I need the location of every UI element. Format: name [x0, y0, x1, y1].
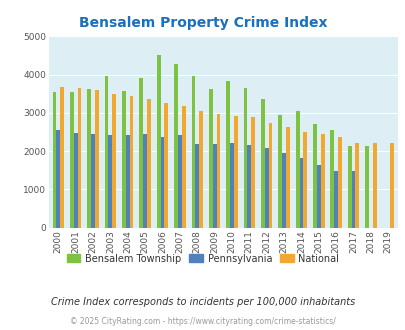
Bar — [364, 146, 368, 228]
Bar — [372, 144, 376, 228]
Bar — [333, 171, 337, 228]
Bar — [143, 134, 147, 228]
Bar — [199, 111, 202, 228]
Bar — [95, 90, 98, 228]
Bar — [247, 146, 251, 228]
Bar — [104, 76, 108, 228]
Bar — [230, 143, 233, 228]
Bar — [195, 144, 199, 228]
Bar — [174, 64, 177, 228]
Bar — [316, 165, 320, 228]
Bar — [264, 148, 268, 228]
Bar — [60, 87, 64, 228]
Bar — [129, 96, 133, 228]
Bar — [295, 111, 299, 228]
Bar — [285, 127, 289, 228]
Bar — [164, 103, 168, 228]
Bar — [122, 91, 126, 228]
Bar — [260, 99, 264, 228]
Bar — [139, 79, 143, 228]
Bar — [233, 116, 237, 228]
Text: Crime Index corresponds to incidents per 100,000 inhabitants: Crime Index corresponds to incidents per… — [51, 297, 354, 307]
Bar — [147, 99, 151, 228]
Bar — [126, 135, 129, 228]
Bar — [268, 123, 272, 228]
Bar — [56, 130, 60, 228]
Bar — [351, 171, 355, 228]
Bar — [156, 55, 160, 228]
Bar — [216, 115, 220, 228]
Bar — [70, 92, 74, 228]
Bar — [243, 87, 247, 228]
Bar — [251, 117, 254, 228]
Bar — [278, 115, 281, 228]
Bar — [181, 106, 185, 228]
Bar — [77, 88, 81, 228]
Bar — [389, 144, 393, 228]
Bar — [87, 89, 91, 228]
Bar — [299, 158, 303, 228]
Text: © 2025 CityRating.com - https://www.cityrating.com/crime-statistics/: © 2025 CityRating.com - https://www.city… — [70, 317, 335, 326]
Bar — [212, 144, 216, 228]
Bar — [91, 134, 95, 228]
Legend: Bensalem Township, Pennsylvania, National: Bensalem Township, Pennsylvania, Nationa… — [63, 249, 342, 267]
Bar — [337, 137, 341, 228]
Bar — [347, 146, 351, 228]
Bar — [320, 134, 324, 228]
Bar — [160, 137, 164, 228]
Bar — [226, 81, 230, 228]
Bar — [281, 153, 285, 228]
Bar — [191, 77, 195, 228]
Bar — [312, 124, 316, 228]
Bar — [355, 144, 358, 228]
Bar — [330, 130, 333, 228]
Text: Bensalem Property Crime Index: Bensalem Property Crime Index — [79, 16, 326, 30]
Bar — [74, 133, 77, 228]
Bar — [112, 94, 116, 228]
Bar — [108, 135, 112, 228]
Bar — [177, 135, 181, 228]
Bar — [52, 92, 56, 228]
Bar — [303, 132, 307, 228]
Bar — [208, 89, 212, 228]
